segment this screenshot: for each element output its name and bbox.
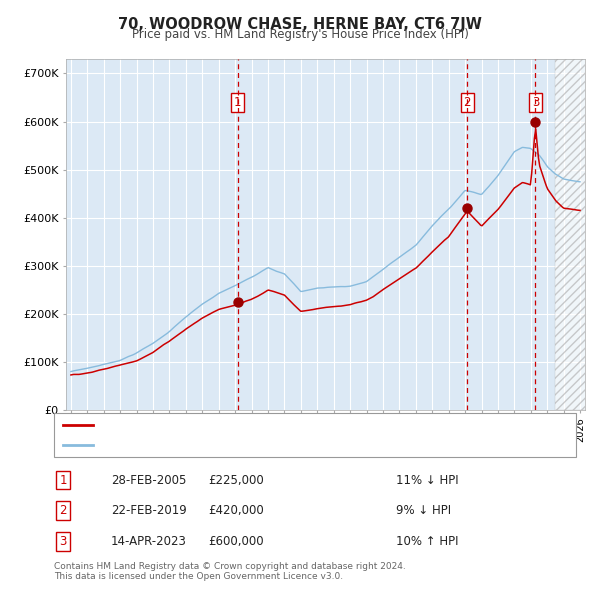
Text: 10% ↑ HPI: 10% ↑ HPI <box>396 535 458 548</box>
Text: 1: 1 <box>234 96 241 109</box>
Text: 14-APR-2023: 14-APR-2023 <box>111 535 187 548</box>
Text: £420,000: £420,000 <box>208 504 264 517</box>
Text: Price paid vs. HM Land Registry's House Price Index (HPI): Price paid vs. HM Land Registry's House … <box>131 28 469 41</box>
Text: 28-FEB-2005: 28-FEB-2005 <box>111 474 187 487</box>
Text: HPI: Average price, detached house, Canterbury: HPI: Average price, detached house, Cant… <box>99 440 363 450</box>
Text: This data is licensed under the Open Government Licence v3.0.: This data is licensed under the Open Gov… <box>54 572 343 581</box>
Text: £600,000: £600,000 <box>208 535 264 548</box>
Text: 3: 3 <box>532 96 539 109</box>
Text: 11% ↓ HPI: 11% ↓ HPI <box>396 474 458 487</box>
Text: 9% ↓ HPI: 9% ↓ HPI <box>396 504 451 517</box>
Text: 2: 2 <box>59 504 67 517</box>
Text: Contains HM Land Registry data © Crown copyright and database right 2024.: Contains HM Land Registry data © Crown c… <box>54 562 406 571</box>
Text: £225,000: £225,000 <box>208 474 264 487</box>
Text: 3: 3 <box>59 535 67 548</box>
Text: 70, WOODROW CHASE, HERNE BAY, CT6 7JW (detached house): 70, WOODROW CHASE, HERNE BAY, CT6 7JW (d… <box>99 421 445 430</box>
Text: 22-FEB-2019: 22-FEB-2019 <box>111 504 187 517</box>
Text: 2: 2 <box>463 96 471 109</box>
Bar <box>556 59 596 410</box>
Text: 1: 1 <box>59 474 67 487</box>
Text: 70, WOODROW CHASE, HERNE BAY, CT6 7JW: 70, WOODROW CHASE, HERNE BAY, CT6 7JW <box>118 17 482 31</box>
